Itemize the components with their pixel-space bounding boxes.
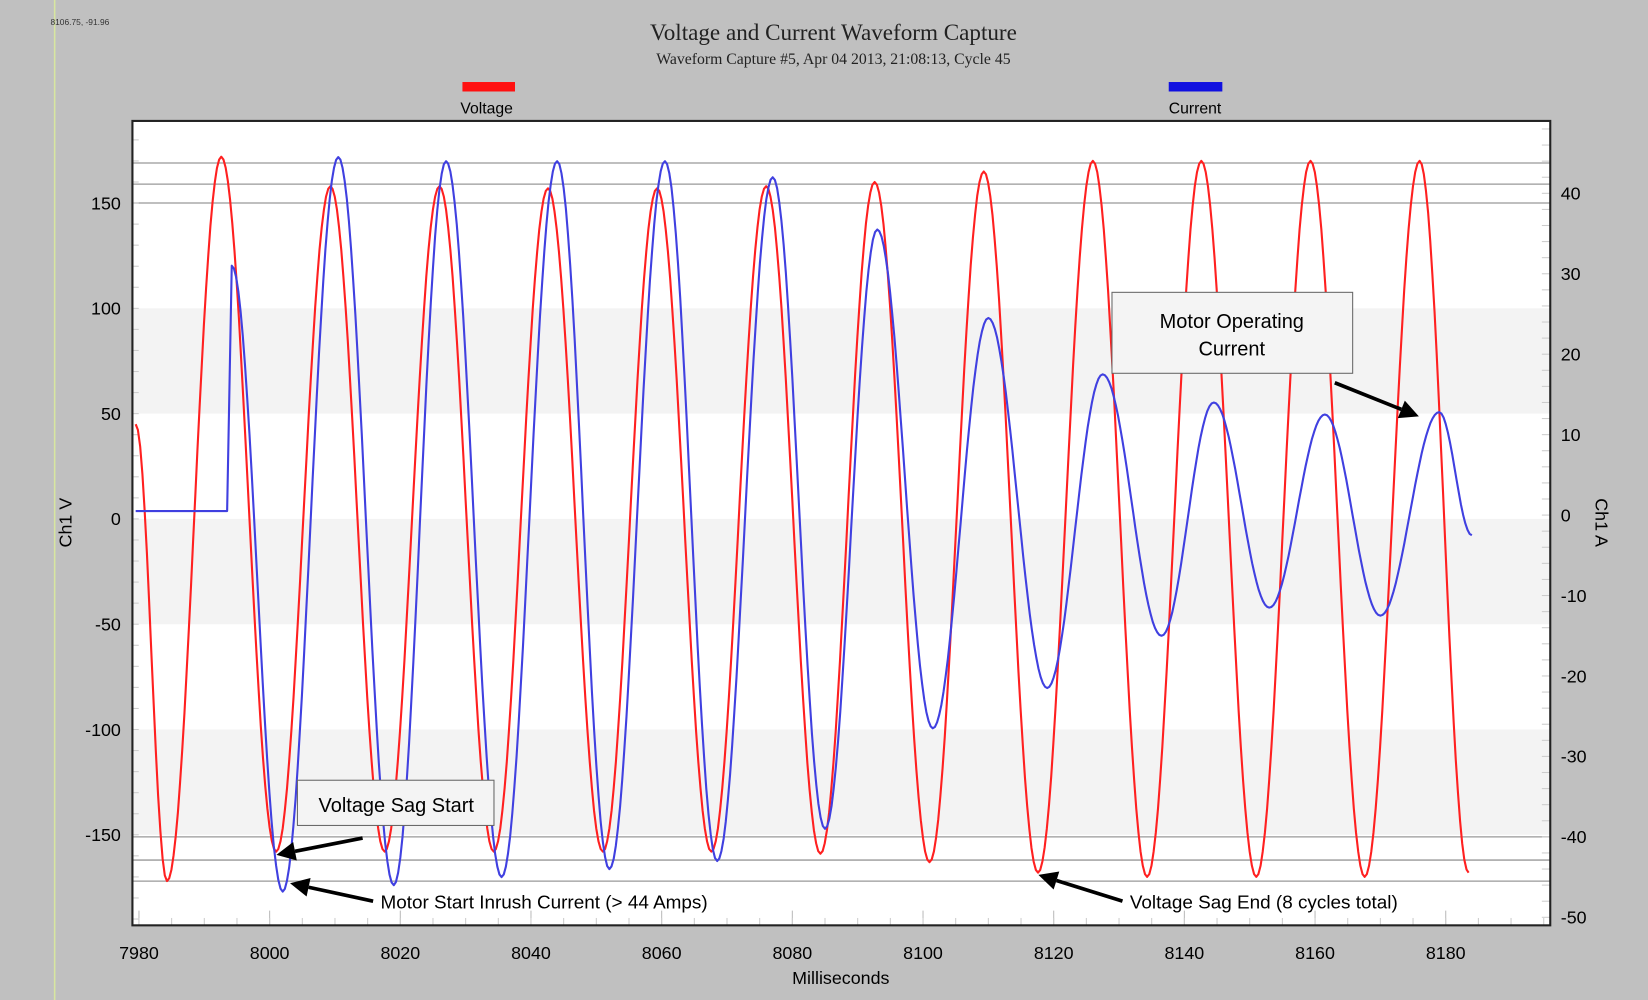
- annotation-operating-line1: Motor Operating: [1160, 311, 1304, 333]
- annotation-sag-start: Voltage Sag Start: [319, 795, 475, 817]
- y-right-tick-label: 30: [1561, 264, 1581, 284]
- y-right-tick-label: 0: [1561, 505, 1571, 525]
- y-axis-right-label: Ch1 A: [1591, 498, 1611, 547]
- arrow-inrush-shaft: [308, 885, 374, 903]
- y-right-tick-label: -20: [1561, 666, 1587, 686]
- y-left-tick-label: 150: [91, 193, 121, 213]
- legend-label-voltage: Voltage: [460, 101, 513, 118]
- x-tick-label: 7980: [119, 943, 159, 963]
- y-left-tick-label: -150: [85, 825, 121, 845]
- y-left-tick-label: 0: [111, 509, 121, 529]
- annotation-box-sag-start: [296, 779, 495, 826]
- arrow-sag-start-head: [276, 841, 297, 861]
- series-line-current: [135, 156, 1473, 893]
- annotation-operating-line2: Current: [1199, 338, 1266, 360]
- chart-subtitle: Waveform Capture #5, Apr 04 2013, 21:08:…: [656, 51, 1010, 68]
- x-tick-label: 8040: [511, 943, 551, 963]
- x-tick-label: 8140: [1165, 943, 1205, 963]
- y-right-tick-label: 20: [1561, 345, 1581, 365]
- y-right-tick-label: 10: [1561, 425, 1581, 445]
- chart-title: Voltage and Current Waveform Capture: [650, 20, 1017, 46]
- legend-swatch-voltage: [462, 82, 515, 92]
- legend-swatch-current: [1168, 82, 1223, 92]
- x-tick-label: 8060: [642, 943, 682, 963]
- x-tick-label: 8180: [1426, 943, 1466, 963]
- y-left-tick-label: 100: [91, 299, 121, 319]
- legend-label-current: Current: [1169, 101, 1222, 118]
- y-right-tick-label: -50: [1561, 908, 1587, 928]
- annotation-box-operating: [1111, 291, 1354, 374]
- x-tick-label: 8000: [250, 943, 290, 963]
- series-line-voltage: [134, 155, 1470, 883]
- arrow-inrush-head: [290, 878, 311, 897]
- annotation-inrush: Motor Start Inrush Current (> 44 Amps): [380, 893, 707, 914]
- y-left-tick-label: 50: [101, 404, 121, 424]
- annotation-sag-end: Voltage Sag End (8 cycles total): [1130, 893, 1398, 914]
- y-right-tick-label: -30: [1561, 747, 1587, 767]
- x-tick-label: 8080: [772, 943, 812, 963]
- legend: Voltage Current: [460, 82, 1223, 118]
- x-axis-label: Milliseconds: [792, 968, 889, 988]
- annotations: Voltage Sag Start Motor Start Inrush Cur…: [276, 291, 1419, 914]
- y-right-tick-label: -40: [1561, 827, 1587, 847]
- arrow-operating-shaft: [1334, 381, 1402, 412]
- arrow-sag-end-head: [1038, 871, 1060, 890]
- y-right-tick-label: -10: [1561, 586, 1587, 606]
- arrow-sag-start-shaft: [294, 836, 363, 854]
- y-axis-left-label: Ch1 V: [55, 498, 75, 548]
- arrow-operating-head: [1397, 400, 1419, 419]
- y-right-tick-label: 40: [1561, 184, 1581, 204]
- x-tick-label: 8020: [380, 943, 420, 963]
- x-tick-label: 8100: [903, 943, 943, 963]
- cursor-readout: 8106.75, -91.96: [50, 17, 109, 27]
- x-tick-label: 8120: [1034, 943, 1074, 963]
- y-left-tick-label: -100: [85, 720, 121, 740]
- arrow-sag-end-shaft: [1055, 878, 1124, 903]
- plot-border: [131, 119, 1552, 927]
- y-left-tick-label: -50: [95, 615, 121, 635]
- x-tick-label: 8160: [1295, 943, 1335, 963]
